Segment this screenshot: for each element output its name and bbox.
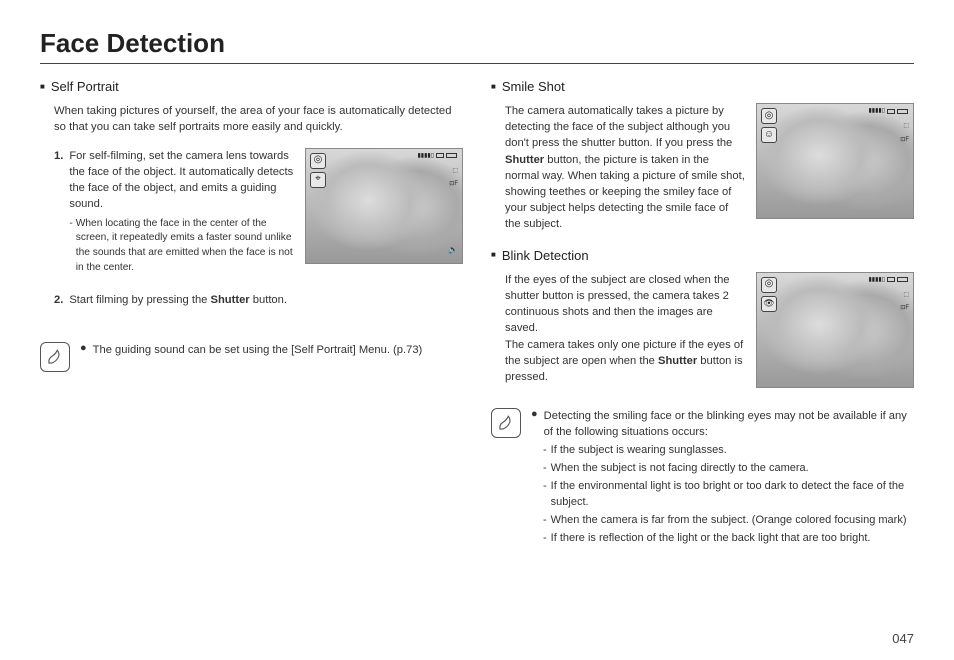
step-2: 2. Start filming by pressing the Shutter… [54, 292, 463, 308]
heading-smile-shot: Smile Shot [491, 78, 914, 97]
self-portrait-preview: ◎ ⌖ ▮▮▮▮▯ ⬚ ⊡F 🔈 [305, 148, 463, 264]
blink-preview: ◎ 👁 ▮▮▮▮▯ ⬚ ⊡F [756, 272, 914, 388]
sound-icon: 🔈 [448, 244, 458, 256]
step-1: 1. For self-filming, set the camera lens… [54, 148, 295, 278]
metering-icon: ⊡F [449, 180, 458, 189]
quality-icon: ⬚ [452, 167, 458, 176]
osd-top-right: ▮▮▮▮▯ [417, 152, 457, 161]
smile-shot-preview: ◎ ☺ ▮▮▮▮▯ ⬚ ⊡F [756, 103, 914, 219]
note-icon [40, 342, 70, 372]
mode-icon: ◎ [310, 153, 326, 169]
self-portrait-icon: ⌖ [310, 172, 326, 188]
smile-icon: ☺ [761, 127, 777, 143]
self-portrait-intro: When taking pictures of yourself, the ar… [54, 103, 463, 136]
page-number: 047 [892, 631, 914, 646]
heading-self-portrait: Self Portrait [40, 78, 463, 97]
right-column: Smile Shot ◎ ☺ ▮▮▮▮▯ ⬚ ⊡F [491, 78, 914, 549]
tip-self-portrait: ● The guiding sound can be set using the… [80, 342, 463, 358]
heading-blink-detection: Blink Detection [491, 247, 914, 266]
mode-icon: ◎ [761, 108, 777, 124]
page-title: Face Detection [40, 28, 914, 64]
blink-icon: 👁 [761, 296, 777, 312]
tip-limitations: ● Detecting the smiling face or the blin… [531, 408, 914, 549]
mode-icon: ◎ [761, 277, 777, 293]
left-column: Self Portrait When taking pictures of yo… [40, 78, 463, 549]
note-icon [491, 408, 521, 438]
